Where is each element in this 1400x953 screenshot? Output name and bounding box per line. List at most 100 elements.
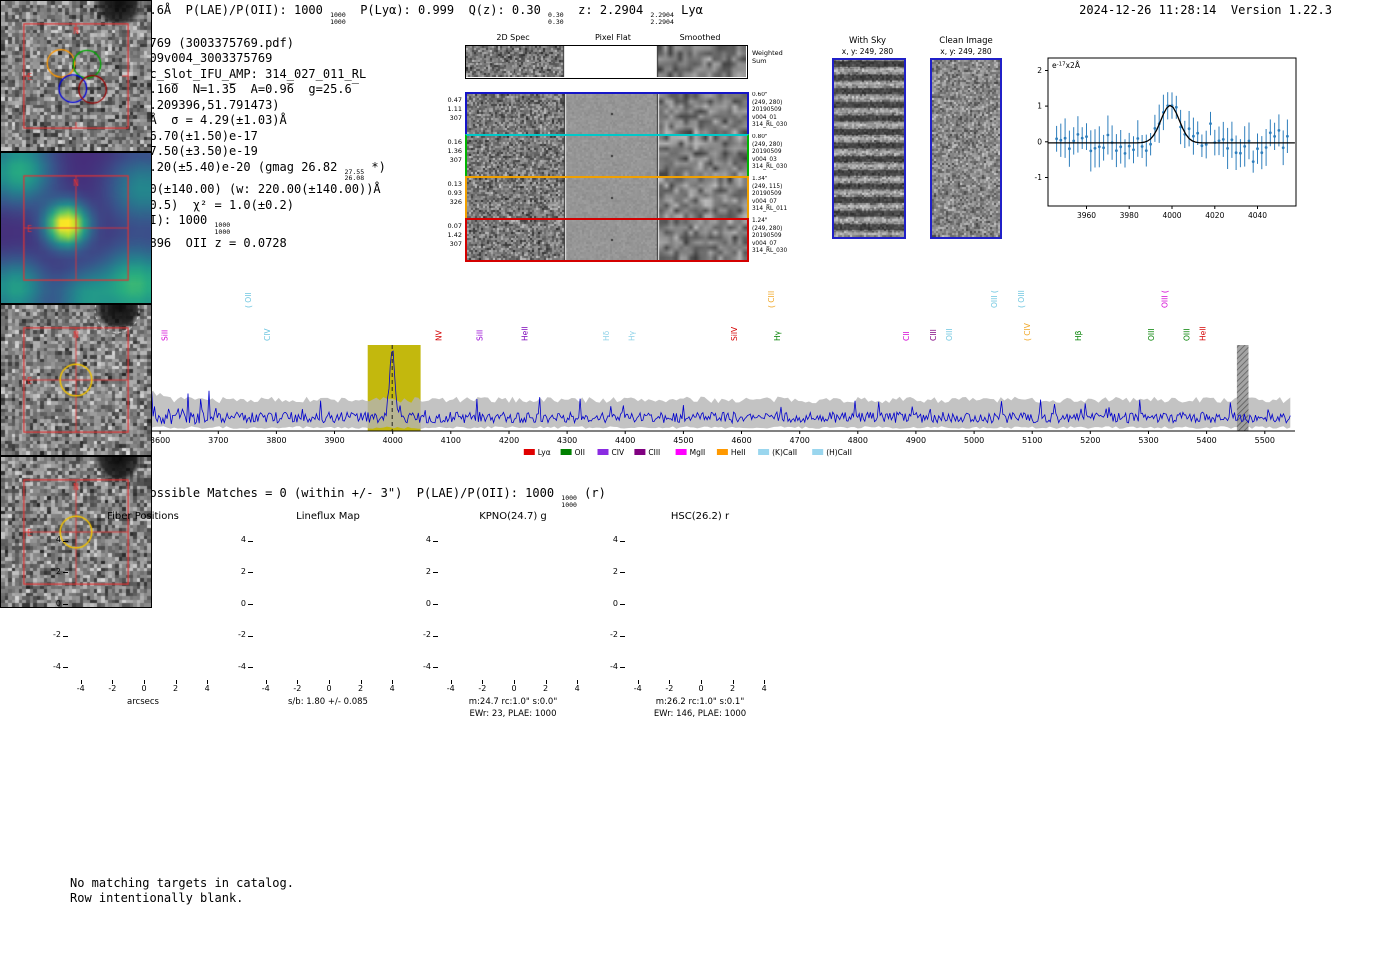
footer-line-2: Row intentionally blank. xyxy=(70,891,244,905)
svg-text:3900: 3900 xyxy=(324,436,344,445)
svg-text:5100: 5100 xyxy=(1022,436,1042,445)
svg-text:3700: 3700 xyxy=(208,436,228,445)
svg-text:4200: 4200 xyxy=(499,436,519,445)
x-tick-mark xyxy=(144,680,145,684)
spec2d-left-value: 1.42 xyxy=(447,231,462,239)
spec2d-row-left-labels: 0.13 0.93 326 xyxy=(440,180,462,207)
x-tick-label: -2 xyxy=(108,684,117,693)
x-tick-label: 2 xyxy=(358,684,364,693)
stacked-fraction: 27.55 26.08 xyxy=(344,167,365,183)
svg-text:5000: 5000 xyxy=(964,436,984,445)
svg-text:(H)CaII: (H)CaII xyxy=(826,448,852,457)
svg-text:Hγ: Hγ xyxy=(773,330,782,341)
x-tick-mark xyxy=(764,680,766,684)
x-tick-mark xyxy=(265,680,267,684)
x-tick-label: -4 xyxy=(446,684,455,693)
spec2d-left-value: 0.93 xyxy=(447,189,462,197)
x-tick-label: -4 xyxy=(633,684,642,693)
x-tick-label: -4 xyxy=(76,684,85,693)
spec2d-left-value: 326 xyxy=(449,198,462,206)
y-tick-label: 0 xyxy=(612,598,618,608)
svg-text:HeII: HeII xyxy=(1199,326,1208,341)
spec2d-row-annotations: 0.80" (249, 280) 20190509 v004_03 314_RL_030 xyxy=(752,134,796,172)
x-tick-mark xyxy=(732,680,734,684)
y-tick-mark xyxy=(63,635,68,637)
x-tick-label: 2 xyxy=(173,684,179,693)
y-tick-label: 4 xyxy=(55,535,61,545)
spec2d-weighted-canvas xyxy=(466,46,746,77)
x-tick-label: -2 xyxy=(293,684,302,693)
y-tick-label: 2 xyxy=(55,566,61,576)
spec2d-left-value: 307 xyxy=(449,240,462,248)
spec2d-left-value: 0.47 xyxy=(447,96,462,104)
spec2d-annotation-line: 314_RL_030 xyxy=(752,164,788,171)
spec2d-col-header-2dspec: 2D Spec xyxy=(496,33,530,42)
svg-text:( OIII: ( OIII xyxy=(1017,290,1026,308)
cutout-caption: EWr: 23, PLAE: 1000 xyxy=(469,708,557,719)
cutout-title-lineflux: Lineflux Map xyxy=(296,511,360,522)
svg-text:HeII: HeII xyxy=(521,326,530,341)
spec2d-annotation-line: v004_03 xyxy=(752,156,777,163)
svg-text:SiIV: SiIV xyxy=(730,326,739,341)
clean-image-title: Clean Image xyxy=(939,36,993,46)
cutout-caption: m:24.7 rc:1.0" s:0.0" xyxy=(468,697,558,707)
header-timestamp-version: 2024-12-26 11:28:14 Version 1.22.3 xyxy=(1079,3,1332,17)
y-tick-mark xyxy=(248,540,253,542)
spec2d-left-value: 307 xyxy=(449,114,462,122)
cutout-title-fibers: Fiber Positions xyxy=(107,511,179,522)
footer-line-1: No matching targets in catalog. xyxy=(70,876,294,890)
y-tick-mark xyxy=(63,604,68,605)
x-tick-label: 4 xyxy=(204,684,210,693)
svg-text:3980: 3980 xyxy=(1120,211,1139,220)
svg-text:OIII: OIII xyxy=(1182,328,1191,341)
y-tick-mark xyxy=(248,635,253,637)
spec2d-annotation-line: 314_RL_030 xyxy=(752,248,788,255)
svg-text:CIII: CIII xyxy=(648,448,660,457)
x-tick-label: 0 xyxy=(141,684,147,693)
spec2d-left-value: 1.36 xyxy=(447,147,462,155)
y-tick-label: 0 xyxy=(425,598,431,608)
y-tick-mark xyxy=(433,604,438,605)
svg-text:e-17x2Å: e-17x2Å xyxy=(1052,61,1081,70)
svg-text:CIV: CIV xyxy=(263,328,272,341)
spec2d-annotation-line: 1.24" xyxy=(752,218,768,224)
spec2d-left-value: 0.16 xyxy=(447,138,462,146)
x-tick-mark xyxy=(701,680,702,684)
spec2d-annotation-line: (249, 280) xyxy=(752,141,783,148)
spec2d-annotation-line: v004_01 xyxy=(752,114,777,121)
svg-text:4000: 4000 xyxy=(1162,211,1181,220)
svg-text:4100: 4100 xyxy=(441,436,461,445)
stacked-fraction: 1000 1000 xyxy=(330,11,346,26)
cutout-caption: m:26.2 rc:1.0" s:0.1" xyxy=(655,697,745,707)
svg-text:CIII: CIII xyxy=(929,329,938,341)
svg-text:MgII: MgII xyxy=(690,448,706,457)
spec2d-col-header-pixelflat: Pixel Flat xyxy=(595,33,631,42)
y-tick-mark xyxy=(248,667,253,669)
spec2d-row-annotations: 1.24" (249, 280) 20190509 v004_07 314_RL_030 xyxy=(752,218,796,256)
spec2d-left-value: 307 xyxy=(449,156,462,164)
spec2d-row-left-labels: 0.07 1.42 307 xyxy=(440,222,462,249)
y-tick-label: 2 xyxy=(240,566,246,576)
svg-text:5400: 5400 xyxy=(1196,436,1216,445)
line-fit-svg: 2 1 0 -1 3960 3980 4000 4020 4040 e-17x2Å xyxy=(1035,57,1297,220)
svg-text:4000: 4000 xyxy=(383,436,403,445)
y-tick-mark xyxy=(63,540,68,542)
spec2d-annotation-line: 20190509 xyxy=(752,233,782,240)
x-tick-label: 4 xyxy=(574,684,580,693)
x-tick-label: 4 xyxy=(389,684,395,693)
svg-text:4020: 4020 xyxy=(1205,211,1224,220)
svg-text:NV: NV xyxy=(435,329,444,341)
weighted-sum-line: Weighted xyxy=(752,49,783,57)
x-tick-label: 2 xyxy=(730,684,736,693)
clean-image-coords: x, y: 249, 280 xyxy=(940,47,992,56)
y-tick-label: 2 xyxy=(425,566,431,576)
svg-text:CII: CII xyxy=(902,331,911,341)
spec2d-annotation-line: 20190509 xyxy=(752,149,782,156)
svg-text:5300: 5300 xyxy=(1138,436,1158,445)
spec2d-row-left-labels: 0.47 1.11 307 xyxy=(440,96,462,123)
spec2d-annotation-line: 0.60" xyxy=(752,92,768,98)
spec2d-weighted-row xyxy=(465,45,748,79)
spec2d-row-canvas xyxy=(467,178,747,218)
spec2d-row-canvas xyxy=(467,94,747,134)
